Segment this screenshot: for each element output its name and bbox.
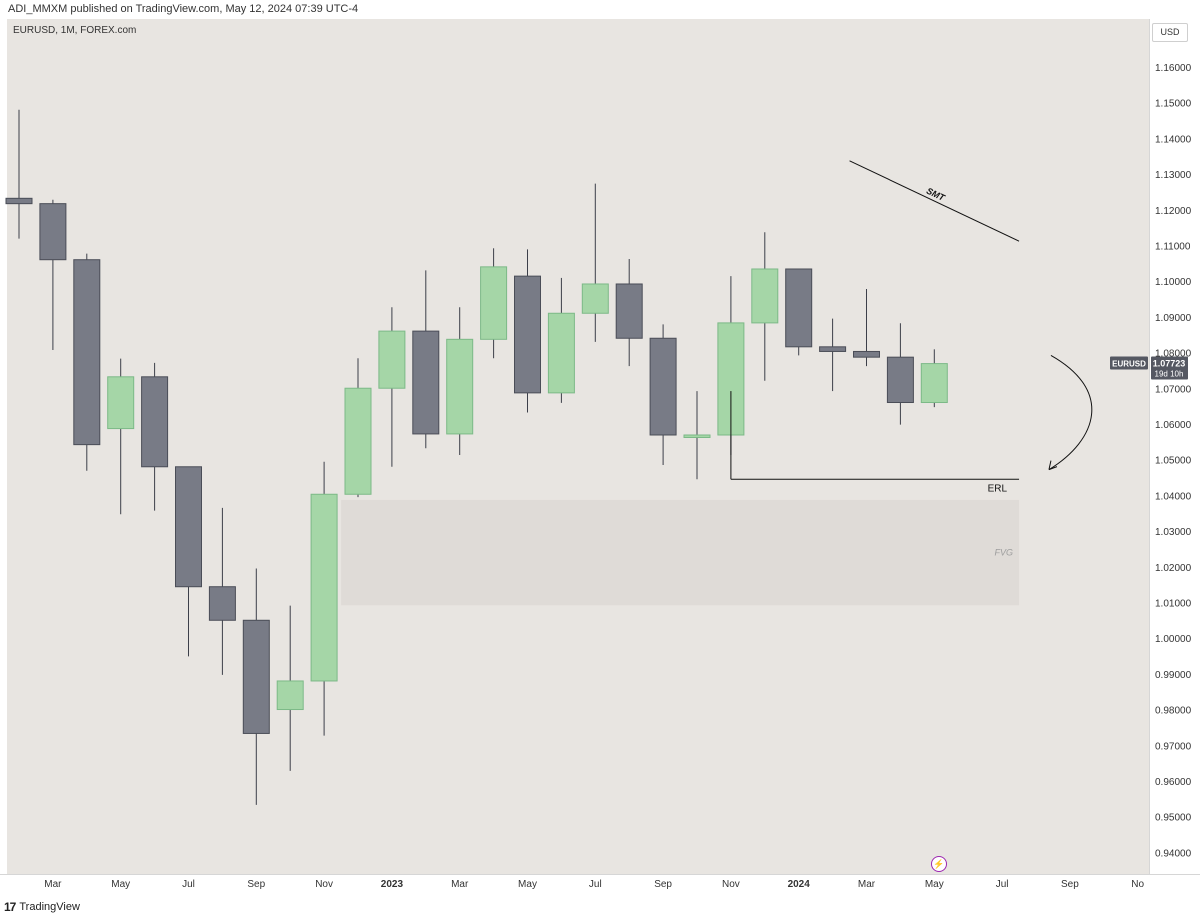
candle-body xyxy=(344,387,372,495)
y-tick-label: 1.12000 xyxy=(1155,206,1192,217)
countdown-tag: 19d 10h xyxy=(1155,369,1184,378)
y-tick-label: 0.97000 xyxy=(1155,741,1192,752)
x-tick-label: Jul xyxy=(589,879,602,890)
symbol-tag-bg xyxy=(1110,356,1148,370)
projection-arrow xyxy=(1048,354,1093,471)
fvg-label: FVG xyxy=(995,548,1014,558)
candle-body xyxy=(581,283,609,314)
x-tick-label: Sep xyxy=(1061,879,1079,890)
x-tick-label: 2023 xyxy=(381,879,404,890)
y-tick-label: 1.03000 xyxy=(1155,527,1192,538)
tradingview-logo-icon: 17 xyxy=(4,900,16,914)
smt-line xyxy=(849,160,1020,242)
candle-body xyxy=(310,493,338,682)
y-tick-label: 1.16000 xyxy=(1155,63,1192,74)
candle-body xyxy=(378,330,406,389)
x-tick-label: May xyxy=(925,879,944,890)
x-tick-label: Jul xyxy=(996,879,1009,890)
candle-body xyxy=(39,203,67,261)
x-tick-label: May xyxy=(518,879,537,890)
candle-body xyxy=(615,283,643,339)
x-tick-label: Nov xyxy=(315,879,333,890)
y-tick-label: 1.14000 xyxy=(1155,134,1192,145)
price-axis[interactable] xyxy=(1149,19,1200,874)
y-tick-label: 1.00000 xyxy=(1155,634,1192,645)
y-tick-label: 1.06000 xyxy=(1155,420,1192,431)
y-tick-label: 1.02000 xyxy=(1155,563,1192,574)
y-tick-label: 0.94000 xyxy=(1155,848,1192,859)
symbol-legend: EURUSD, 1M, FOREX.com xyxy=(13,25,137,36)
chart-area[interactable] xyxy=(7,19,1149,874)
erl-label: ERL xyxy=(988,483,1008,494)
candle-body xyxy=(683,434,711,438)
currency-button[interactable]: USD xyxy=(1152,23,1188,42)
y-tick-label: 1.10000 xyxy=(1155,277,1192,288)
x-tick-label: Nov xyxy=(722,879,740,890)
price-tag-bg xyxy=(1151,356,1188,380)
y-tick-label: 1.01000 xyxy=(1155,599,1192,610)
candle-body xyxy=(276,680,304,711)
candle-body xyxy=(785,268,813,348)
y-tick-label: 1.13000 xyxy=(1155,170,1192,181)
time-axis[interactable] xyxy=(0,874,1200,896)
candle-body xyxy=(5,197,33,205)
x-tick-label: Mar xyxy=(858,879,876,890)
footer-logo-text: TradingView xyxy=(19,901,80,913)
symbol-tag: EURUSD xyxy=(1112,359,1146,368)
y-tick-label: 1.04000 xyxy=(1155,491,1192,502)
candle-body xyxy=(208,586,236,621)
x-tick-label: Mar xyxy=(451,879,469,890)
candle-body xyxy=(73,259,101,446)
publish-caption: ADI_MMXM published on TradingView.com, M… xyxy=(8,3,359,15)
y-tick-label: 1.05000 xyxy=(1155,456,1192,467)
candle-body xyxy=(514,275,541,394)
y-tick-label: 1.09000 xyxy=(1155,313,1192,324)
arrow-head xyxy=(1048,460,1058,471)
lightning-icon[interactable]: ⚡ xyxy=(931,856,947,872)
y-tick-label: 1.08000 xyxy=(1155,349,1192,360)
x-tick-label: Mar xyxy=(44,879,62,890)
candle-body xyxy=(412,330,440,435)
x-tick-label: 2024 xyxy=(788,879,811,890)
y-tick-label: 0.95000 xyxy=(1155,813,1192,824)
candle-body xyxy=(920,363,948,404)
x-tick-label: Jul xyxy=(182,879,195,890)
y-tick-label: 0.99000 xyxy=(1155,670,1192,681)
candle-body xyxy=(649,337,677,436)
candle-body xyxy=(446,338,474,435)
candle-body xyxy=(853,350,880,358)
candle-body xyxy=(175,466,202,588)
y-tick-label: 1.07000 xyxy=(1155,384,1192,395)
candle-body xyxy=(547,312,575,394)
candle-body xyxy=(819,346,847,352)
x-tick-label: No xyxy=(1131,879,1144,890)
candle-body xyxy=(886,356,914,404)
candle-body xyxy=(751,268,779,324)
candle-body xyxy=(107,376,135,430)
y-tick-label: 1.15000 xyxy=(1155,99,1192,110)
x-tick-label: Sep xyxy=(247,879,265,890)
candle-body xyxy=(141,376,169,468)
y-tick-label: 0.96000 xyxy=(1155,777,1192,788)
y-tick-label: 0.98000 xyxy=(1155,706,1192,717)
price-tag: 1.07723 xyxy=(1153,358,1186,368)
candle-body xyxy=(480,266,508,340)
x-tick-label: Sep xyxy=(654,879,672,890)
x-tick-label: May xyxy=(111,879,130,890)
candle-body xyxy=(242,619,270,734)
fvg-zone xyxy=(341,499,1020,606)
y-tick-label: 1.11000 xyxy=(1155,242,1191,253)
footer-logo: 17 TradingView xyxy=(4,900,80,914)
smt-label: SMT xyxy=(925,186,948,204)
